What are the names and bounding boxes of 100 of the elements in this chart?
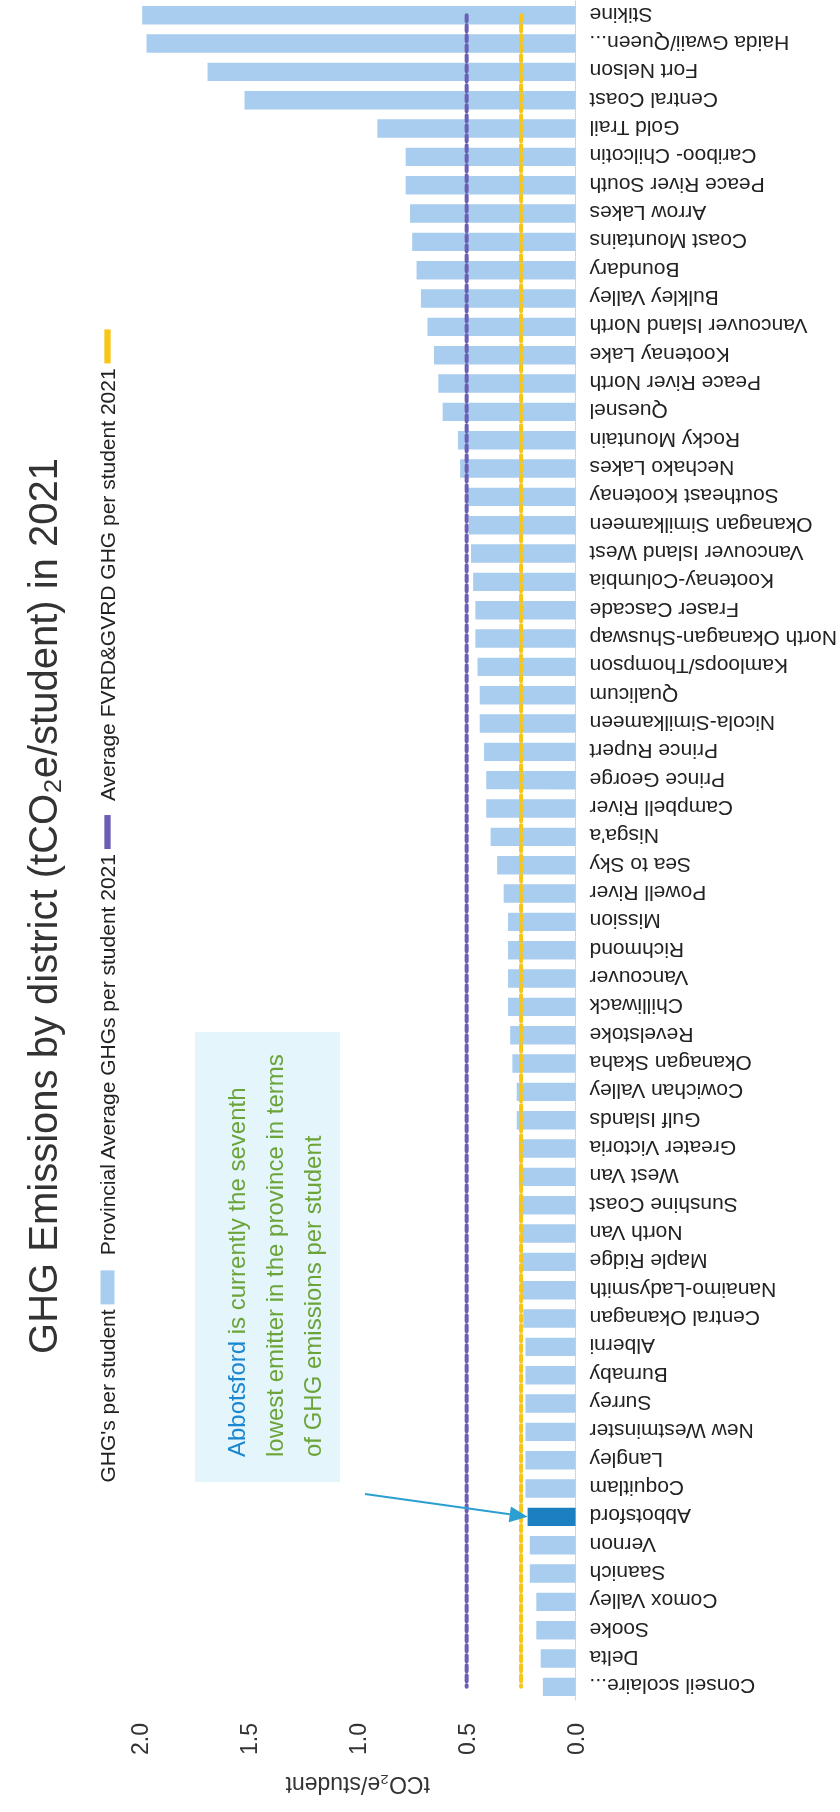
bar xyxy=(508,969,576,988)
bar xyxy=(433,345,576,365)
y-tick-label: Haida Gwaii/Queen... xyxy=(589,32,790,55)
text: GHG Emissions by district (tCO₂e/student) in 2021 xyxy=(21,458,65,1354)
bar xyxy=(512,1054,576,1073)
bar xyxy=(142,5,576,25)
y-tick-label: Central Okanagan xyxy=(589,1307,760,1330)
y-tick-label: Coquitlam xyxy=(589,1477,685,1500)
bar xyxy=(536,1592,576,1612)
y-tick-label: Surrey xyxy=(589,1392,652,1415)
bar xyxy=(503,884,576,903)
y-tick-label: Peace River North xyxy=(589,372,762,395)
y-tick-label: Sunshine Coast xyxy=(589,1193,738,1217)
bar xyxy=(466,487,576,507)
bar xyxy=(521,1224,576,1243)
x-tick-label: 0.0 xyxy=(562,1723,589,1755)
y-tick-label: Nechako Lakes xyxy=(589,457,735,480)
y-tick-label: Fort Nelson xyxy=(589,60,699,84)
y-tick-label: Cowichan Valley xyxy=(589,1080,744,1104)
bar xyxy=(525,1422,576,1442)
legend-label: Average FVRD&GVRD GHG per student 2021 xyxy=(96,368,119,802)
y-tick-label: Sooke xyxy=(589,1618,650,1642)
y-tick-label: Mission xyxy=(589,910,661,934)
bar xyxy=(207,62,576,82)
bar xyxy=(518,1139,576,1158)
bar xyxy=(377,119,576,138)
bar xyxy=(525,1450,576,1470)
bar xyxy=(516,1082,576,1102)
legend-label: GHG's per student xyxy=(96,1309,119,1483)
bar xyxy=(412,232,576,252)
x-tick-label: 1.0 xyxy=(344,1723,371,1755)
y-tick-label: Chilliwack xyxy=(589,995,683,1019)
y-tick-label: Sea to Sky xyxy=(589,853,692,877)
bar xyxy=(405,175,576,195)
bar xyxy=(529,1535,576,1555)
y-tick-label: Alberni xyxy=(589,1335,655,1359)
bar xyxy=(521,1252,576,1272)
bar xyxy=(525,1479,576,1498)
bar xyxy=(508,997,576,1017)
bar xyxy=(479,685,576,705)
bar xyxy=(146,34,576,53)
y-tick-label: Southeast Kootenay xyxy=(589,485,779,509)
x-tick-label: 2.0 xyxy=(127,1723,153,1755)
y-tick-label: North Okanagan-Shuswap xyxy=(589,627,838,650)
bar xyxy=(527,1507,576,1527)
bar xyxy=(468,515,576,535)
y-tick-label: Campbell River xyxy=(589,797,734,820)
bar xyxy=(486,770,576,790)
y-tick-label: Kamloops/Thompson xyxy=(589,655,788,679)
bar xyxy=(521,1280,576,1300)
y-tick-label: Abbotsford xyxy=(589,1505,692,1529)
x-tick-label: 1.5 xyxy=(235,1723,262,1755)
y-tick-label: Cariboo- Chilcotin xyxy=(589,145,757,169)
bar xyxy=(508,912,576,932)
y-tick-label: Maple Ridge xyxy=(589,1250,708,1274)
bar xyxy=(490,827,576,847)
y-tick-label: Peace River South xyxy=(589,173,765,197)
bar xyxy=(518,1167,576,1187)
y-tick-label: Kootenay Lake xyxy=(589,343,730,367)
y-tick-label: Nanaimo-Ladysmith xyxy=(589,1278,777,1302)
bar xyxy=(516,1110,576,1130)
y-tick-label: Rocky Mountain xyxy=(589,428,741,452)
y-tick-label: Quesnel xyxy=(589,400,668,424)
bar xyxy=(405,147,576,167)
y-tick-label: Central Coast xyxy=(589,88,718,112)
y-tick-label: Richmond xyxy=(589,938,685,962)
bar xyxy=(525,1337,576,1357)
bar xyxy=(420,289,576,308)
bar xyxy=(542,1677,576,1697)
y-tick-label: Delta xyxy=(589,1647,639,1670)
y-tick-label: Vancouver Island North xyxy=(589,315,808,339)
y-tick-label: Greater Victoria xyxy=(589,1137,737,1160)
bar xyxy=(525,1365,576,1385)
y-tick-label: Powell River xyxy=(589,882,707,905)
bar xyxy=(460,459,576,478)
y-tick-label: Langley xyxy=(589,1448,664,1472)
bar xyxy=(410,204,576,223)
y-tick-label: Coast Mountains xyxy=(589,230,748,254)
bar xyxy=(473,572,576,592)
bar xyxy=(427,317,576,337)
bar xyxy=(508,940,576,960)
y-tick-label: North Van xyxy=(589,1222,683,1245)
y-tick-label: Boundary xyxy=(589,258,680,282)
bar xyxy=(510,1025,576,1045)
y-tick-label: Burnaby xyxy=(589,1363,668,1387)
y-tick-label: Arrow Lakes xyxy=(589,202,707,225)
y-tick-label: Vancouver Island West xyxy=(589,542,804,565)
y-tick-label: Gulf Islands xyxy=(589,1108,701,1132)
bar xyxy=(497,855,576,875)
y-tick-label: Bulkley Valley xyxy=(589,287,719,310)
y-tick-label: Fraser Cascade xyxy=(589,598,739,622)
y-tick-label: Conseil scolaire... xyxy=(589,1675,756,1699)
bar xyxy=(244,90,576,110)
y-tick-label: Vernon xyxy=(589,1533,657,1557)
y-tick-label: Saanich xyxy=(589,1562,666,1585)
bar xyxy=(518,1195,576,1215)
y-tick-label: New Westminster xyxy=(589,1420,754,1444)
bar xyxy=(475,629,576,648)
y-tick-label: Comox Valley xyxy=(589,1590,718,1614)
bar xyxy=(471,544,576,563)
